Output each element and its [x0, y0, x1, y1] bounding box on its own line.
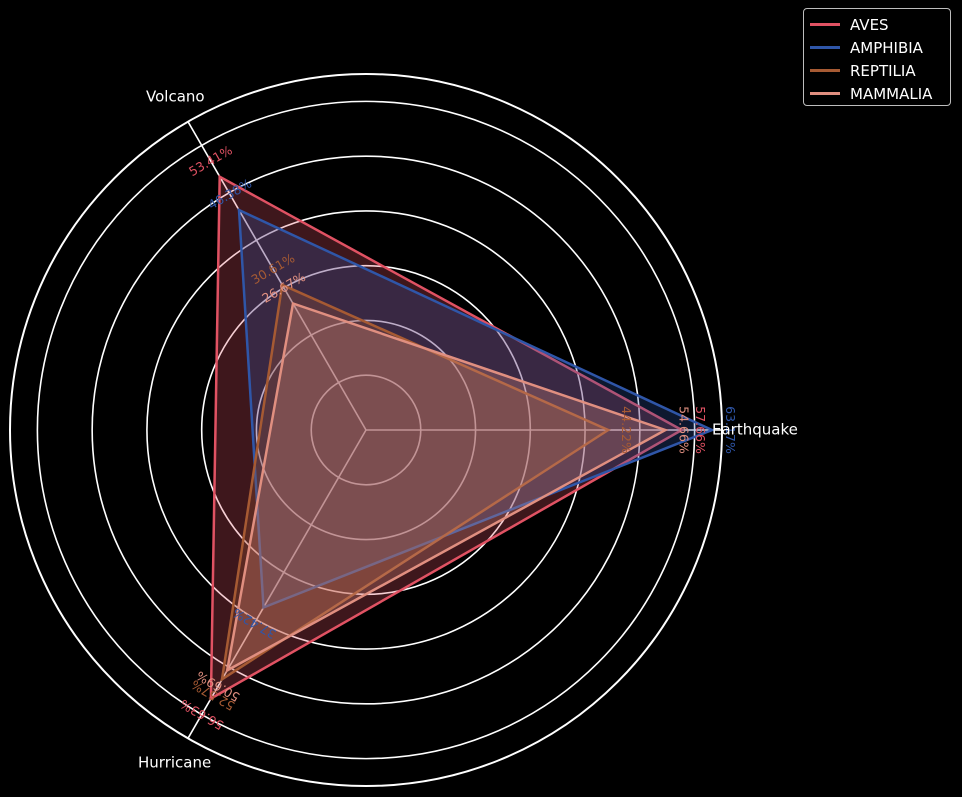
data-label: 53.41%: [186, 142, 235, 179]
data-label: 57.66%: [693, 406, 708, 454]
legend-item-amphibia: AMPHIBIA: [810, 36, 950, 59]
data-label: 54.66%: [676, 406, 691, 454]
legend: AVES AMPHIBIA REPTILIA MAMMALIA: [803, 8, 951, 106]
legend-item-mammalia: MAMMALIA: [810, 82, 950, 105]
spoke-line: [187, 121, 367, 431]
legend-item-aves: AVES: [810, 13, 950, 36]
series-area: [220, 282, 611, 682]
axis-label: Volcano: [146, 88, 205, 106]
series-area: [237, 207, 716, 610]
legend-label: AMPHIBIA: [850, 38, 923, 57]
axis-label: Earthquake: [712, 421, 798, 439]
data-label: 44.22%: [619, 406, 634, 454]
axis-label: Hurricane: [138, 754, 211, 772]
legend-label: REPTILIA: [850, 61, 916, 80]
radar-series: [209, 174, 716, 701]
legend-label: AVES: [850, 15, 889, 34]
legend-item-reptilia: REPTILIA: [810, 59, 950, 82]
spoke-line: [187, 429, 367, 739]
legend-swatch: [810, 69, 840, 72]
legend-swatch: [810, 46, 840, 49]
data-label: 63.17%: [723, 406, 738, 454]
legend-swatch: [810, 92, 840, 95]
legend-swatch: [810, 23, 840, 26]
series-area: [209, 174, 685, 701]
series-area: [225, 301, 669, 673]
legend-label: MAMMALIA: [850, 84, 933, 103]
